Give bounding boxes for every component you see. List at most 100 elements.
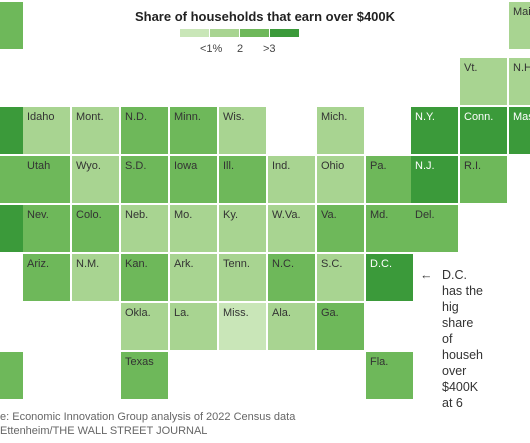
legend-swatch xyxy=(210,29,239,37)
state-tile: Maine xyxy=(509,2,530,49)
state-tile: Del. xyxy=(411,205,458,252)
state-tile: Ariz. xyxy=(23,254,70,301)
state-tile: Ala. xyxy=(268,303,315,350)
state-tile: ka xyxy=(0,2,23,49)
state-label: N.C. xyxy=(272,258,294,270)
state-tile: Okla. xyxy=(121,303,168,350)
legend-label-low: <1% xyxy=(200,43,223,55)
annotation-line: over $400K at 6 xyxy=(442,364,479,410)
state-label: Mich. xyxy=(321,111,348,123)
state-tile: Mo. xyxy=(170,205,217,252)
state-tile: N.D. xyxy=(121,107,168,154)
state-tile: Utah xyxy=(23,156,70,203)
state-label: Idaho xyxy=(27,111,55,123)
state-label: N.H. xyxy=(513,62,530,74)
state-tile: Fla. xyxy=(366,352,413,399)
state-label: R.I. xyxy=(464,160,482,172)
state-tile: Pa. xyxy=(366,156,413,203)
state-label: Minn. xyxy=(174,111,201,123)
state-tile: Kan. xyxy=(121,254,168,301)
state-tile: Iowa xyxy=(170,156,217,203)
state-label: Iowa xyxy=(174,160,198,172)
state-tile: Mich. xyxy=(317,107,364,154)
state-tile: Ind. xyxy=(268,156,315,203)
state-tile: Tenn. xyxy=(219,254,266,301)
state-label: Tenn. xyxy=(223,258,250,270)
state-tile: N.H. xyxy=(509,58,530,105)
state-label: Mont. xyxy=(76,111,104,123)
legend-label-high: >3 xyxy=(263,43,276,55)
state-label: Utah xyxy=(27,160,51,172)
state-tile: n. xyxy=(0,107,23,154)
state-tile: Ga. xyxy=(317,303,364,350)
state-label: Del. xyxy=(415,209,435,221)
state-label: D.C. xyxy=(370,258,392,270)
state-label: Fla. xyxy=(370,356,389,368)
state-label: Ariz. xyxy=(27,258,49,270)
state-label: S.C. xyxy=(321,258,343,270)
state-tile: Ark. xyxy=(170,254,217,301)
state-label: Vt. xyxy=(464,62,478,74)
state-label: Wis. xyxy=(223,111,245,123)
state-label: Texas xyxy=(125,356,154,368)
state-tile: Md. xyxy=(366,205,413,252)
state-tile: R.I. xyxy=(460,156,507,203)
state-tile: Idaho xyxy=(23,107,70,154)
state-tile: Nev. xyxy=(23,205,70,252)
state-tile: S.C. xyxy=(317,254,364,301)
state-tile: Mont. xyxy=(72,107,119,154)
legend-swatch xyxy=(180,29,209,37)
state-label: Maine xyxy=(513,6,530,18)
state-tile: Va. xyxy=(317,205,364,252)
state-tile: Ill. xyxy=(219,156,266,203)
state-label: Ark. xyxy=(174,258,194,270)
state-label: W.Va. xyxy=(272,209,301,221)
legend-label-mid: 2 xyxy=(237,43,244,55)
state-label: N.Y. xyxy=(415,111,435,123)
state-tile: Neb. xyxy=(121,205,168,252)
state-tile: Vt. xyxy=(460,58,507,105)
legend-swatch xyxy=(270,29,299,37)
state-tile: aii xyxy=(0,352,23,399)
state-tile: Minn. xyxy=(170,107,217,154)
state-label: Conn. xyxy=(464,111,494,123)
state-tile: W.Va. xyxy=(268,205,315,252)
state-label: Ind. xyxy=(272,160,291,172)
state-label: N.M. xyxy=(76,258,100,270)
legend-title: Share of households that earn over $400K xyxy=(134,9,396,24)
state-label: Wyo. xyxy=(76,160,101,172)
state-tile: Texas xyxy=(121,352,168,399)
state-tile: Wyo. xyxy=(72,156,119,203)
state-tile: N.C. xyxy=(268,254,315,301)
source-note: e: Economic Innovation Group analysis of… xyxy=(0,411,296,423)
state-label: Miss. xyxy=(223,307,249,319)
state-label: Ga. xyxy=(321,307,339,319)
credit-note: Ettenheim/THE WALL STREET JOURNAL xyxy=(0,425,208,437)
state-tile xyxy=(0,156,23,203)
state-tile: Mass. xyxy=(509,107,530,154)
state-tile: N.J. xyxy=(411,156,458,203)
state-label: Ill. xyxy=(223,160,234,172)
state-tile: S.D. xyxy=(121,156,168,203)
state-tile: N.M. xyxy=(72,254,119,301)
state-label: Nev. xyxy=(27,209,49,221)
state-tile: Ohio xyxy=(317,156,364,203)
legend-swatch xyxy=(240,29,269,37)
annotation-line: share of househ xyxy=(442,316,484,362)
state-tile: Conn. xyxy=(460,107,507,154)
annotation: ← D.C. has the hig share of househ over … xyxy=(420,267,483,410)
state-label: N.J. xyxy=(415,160,435,172)
state-tile: Wis. xyxy=(219,107,266,154)
state-tile: Miss. xyxy=(219,303,266,350)
state-label: La. xyxy=(174,307,190,319)
arrow-left-icon: ← xyxy=(420,268,433,282)
state-tile: D.C. xyxy=(366,254,413,301)
state-label: Mo. xyxy=(174,209,193,221)
state-label: Okla. xyxy=(125,307,151,319)
state-label: S.D. xyxy=(125,160,147,172)
state-tile: La. xyxy=(170,303,217,350)
state-label: Kan. xyxy=(125,258,148,270)
state-label: N.D. xyxy=(125,111,147,123)
state-label: Mass. xyxy=(513,111,530,123)
